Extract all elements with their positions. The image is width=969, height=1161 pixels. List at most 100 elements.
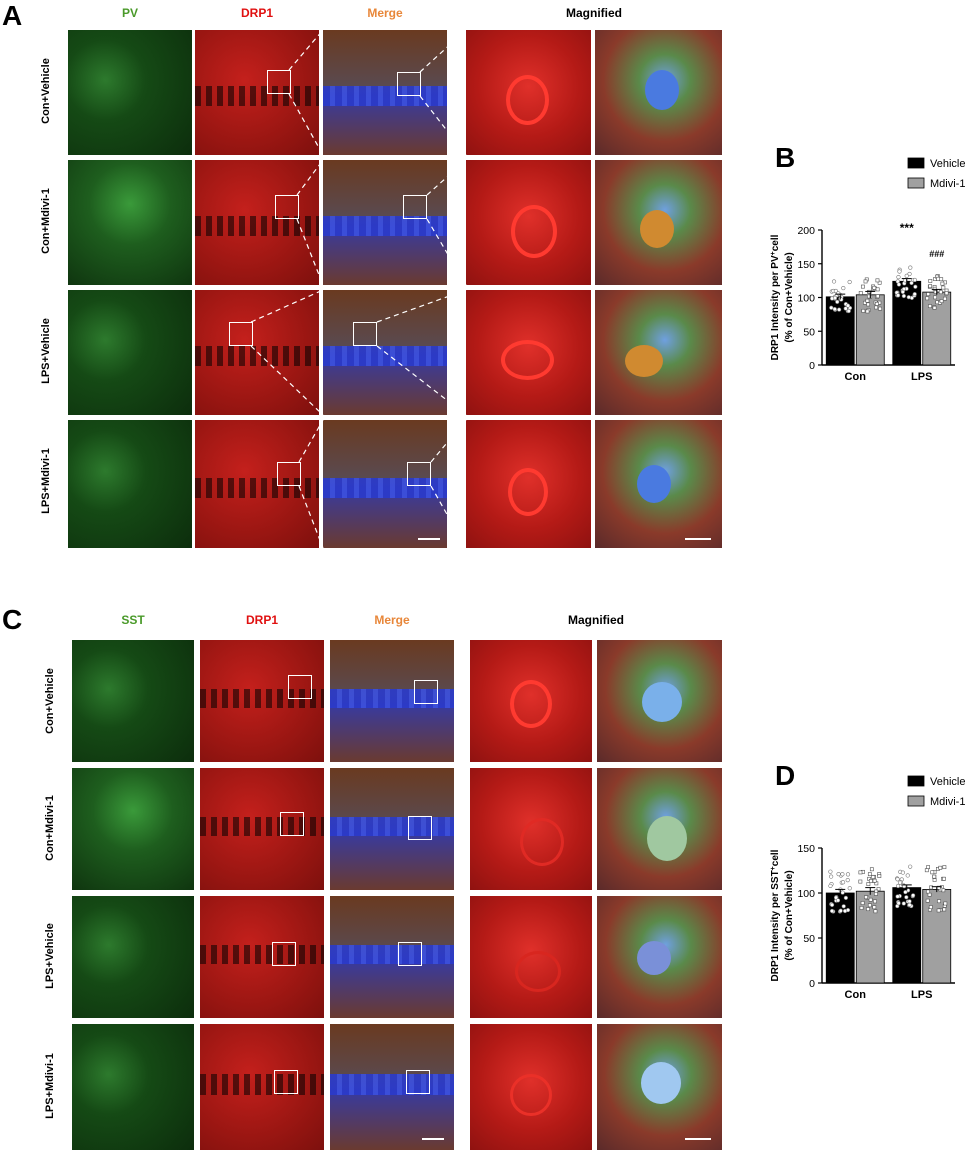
y-tick-label-b-1: 50 [803,326,815,338]
panel-letter-b: B [775,142,796,173]
y-label2-b: (% of Con+Vehicle) [784,252,795,342]
image-c-drp1-4 [200,1024,324,1150]
point-b-0-1-25 [872,285,877,290]
point-d-1-1-4 [926,865,930,870]
chart-d: Vehicle Mdivi-1 0 50 100 150 DRP1 Intensity pe… [770,775,965,1001]
point-d-1-1-18 [942,865,947,870]
point-b-0-1-26 [875,287,880,292]
legend-swatch-b-0 [907,157,925,169]
header-merge-c: Merge [374,613,410,627]
point-d-0-0-21 [829,874,834,879]
point-d-1-0-27 [900,870,906,875]
point-d-1-1-19 [927,892,932,897]
image-a-mag-merge-3 [595,290,722,415]
image-a-pv-1 [68,30,192,155]
point-b-1-0-19 [896,293,901,298]
point-d-1-0-9 [901,901,906,906]
point-b-0-1-9 [877,280,882,285]
point-d-1-0-26 [895,877,900,882]
chart-b: Vehicle Mdivi-1 0 50 100 150 200 DRP1 Intensity… [770,157,965,383]
point-b-1-0-6 [901,293,906,299]
image-a-drp1-3 [195,290,319,415]
point-b-0-0-21 [846,308,851,314]
point-d-1-0-20 [907,902,912,907]
image-c-sst-4 [72,1024,194,1150]
point-d-1-1-23 [926,889,930,894]
y-tick-label-b-0: 0 [809,360,815,372]
point-b-0-0-25 [841,285,846,291]
image-c-drp1-2 [200,768,324,890]
point-b-1-0-14 [909,280,914,286]
point-d-1-0-24 [908,864,913,869]
point-d-0-1-0 [860,901,865,905]
image-a-mag-merge-1 [595,30,722,155]
point-d-0-0-18 [833,895,839,900]
image-c-mag-red-4 [470,1024,592,1150]
image-a-mag-red-2 [466,160,591,285]
y-tick-label-d-0: 0 [809,978,815,990]
x-tick-label-d-0: Con [845,989,867,1001]
image-c-merge-4 [330,1024,454,1150]
point-b-0-1-19 [878,306,882,311]
point-d-1-1-11 [928,905,933,910]
image-a-drp1-1 [195,30,319,155]
point-b-1-1-27 [928,304,932,309]
header-magnified-a: Magnified [566,6,622,20]
point-d-0-1-21 [866,907,870,912]
point-d-1-1-5 [929,885,934,890]
point-b-1-1-26 [936,276,941,281]
point-b-0-0-12 [837,307,842,312]
point-b-1-0-27 [908,265,913,270]
point-d-0-0-22 [835,898,841,903]
point-d-1-0-8 [895,883,901,889]
point-d-0-0-15 [836,871,841,877]
point-d-1-1-2 [925,898,930,903]
y-tick-label-b-2: 100 [797,293,815,305]
point-b-0-1-27 [874,302,879,306]
image-a-mag-merge-2 [595,160,722,285]
point-b-0-1-24 [861,308,866,313]
point-b-1-1-21 [939,299,944,304]
header-drp1-c: DRP1 [245,613,278,627]
point-d-1-1-24 [942,876,946,881]
point-b-0-1-10 [875,278,880,283]
point-d-0-0-25 [829,902,835,907]
point-d-0-1-2 [876,887,881,892]
header-drp1-a: DRP1 [240,6,273,20]
point-d-0-1-26 [872,878,877,883]
image-c-merge-2 [330,768,454,890]
point-b-1-1-2 [938,290,943,295]
point-d-1-1-22 [936,908,941,913]
point-d-0-1-18 [873,909,878,914]
image-c-mag-red-3 [470,896,592,1018]
annotation-b-0: *** [900,221,914,235]
row-label-c-3: LPS+Vehicle [44,923,56,989]
point-d-0-1-16 [871,875,876,879]
y-tick-label-b-4: 200 [797,225,815,237]
point-d-1-1-27 [924,868,929,873]
point-d-0-0-13 [845,872,851,877]
image-a-mag-red-1 [466,30,591,155]
row-label-c-2: Con+Mdivi-1 [44,795,56,861]
point-b-1-1-6 [926,292,931,297]
point-d-0-1-23 [864,895,868,900]
point-d-1-0-22 [911,893,916,898]
row-label-c-1: Con+Vehicle [44,668,56,734]
point-d-1-1-17 [943,901,948,906]
legend-label-d-0: Vehicle [930,776,965,788]
image-c-sst-3 [72,896,194,1018]
point-b-1-1-22 [943,296,947,301]
point-d-0-1-11 [872,905,877,910]
image-c-sst-2 [72,768,194,890]
y-label-b: DRP1 Intensity per PV+cell [770,234,782,360]
point-d-1-1-26 [937,899,941,904]
point-d-1-0-25 [897,880,903,885]
point-b-1-0-21 [906,295,911,300]
image-c-mag-merge-1 [597,640,722,762]
point-b-1-1-11 [939,277,944,282]
point-b-1-1-17 [925,296,930,301]
point-b-0-1-13 [865,298,870,303]
y-tick-label-b-3: 150 [797,259,815,271]
point-d-1-1-9 [938,865,943,870]
image-c-mag-merge-2 [597,768,722,890]
